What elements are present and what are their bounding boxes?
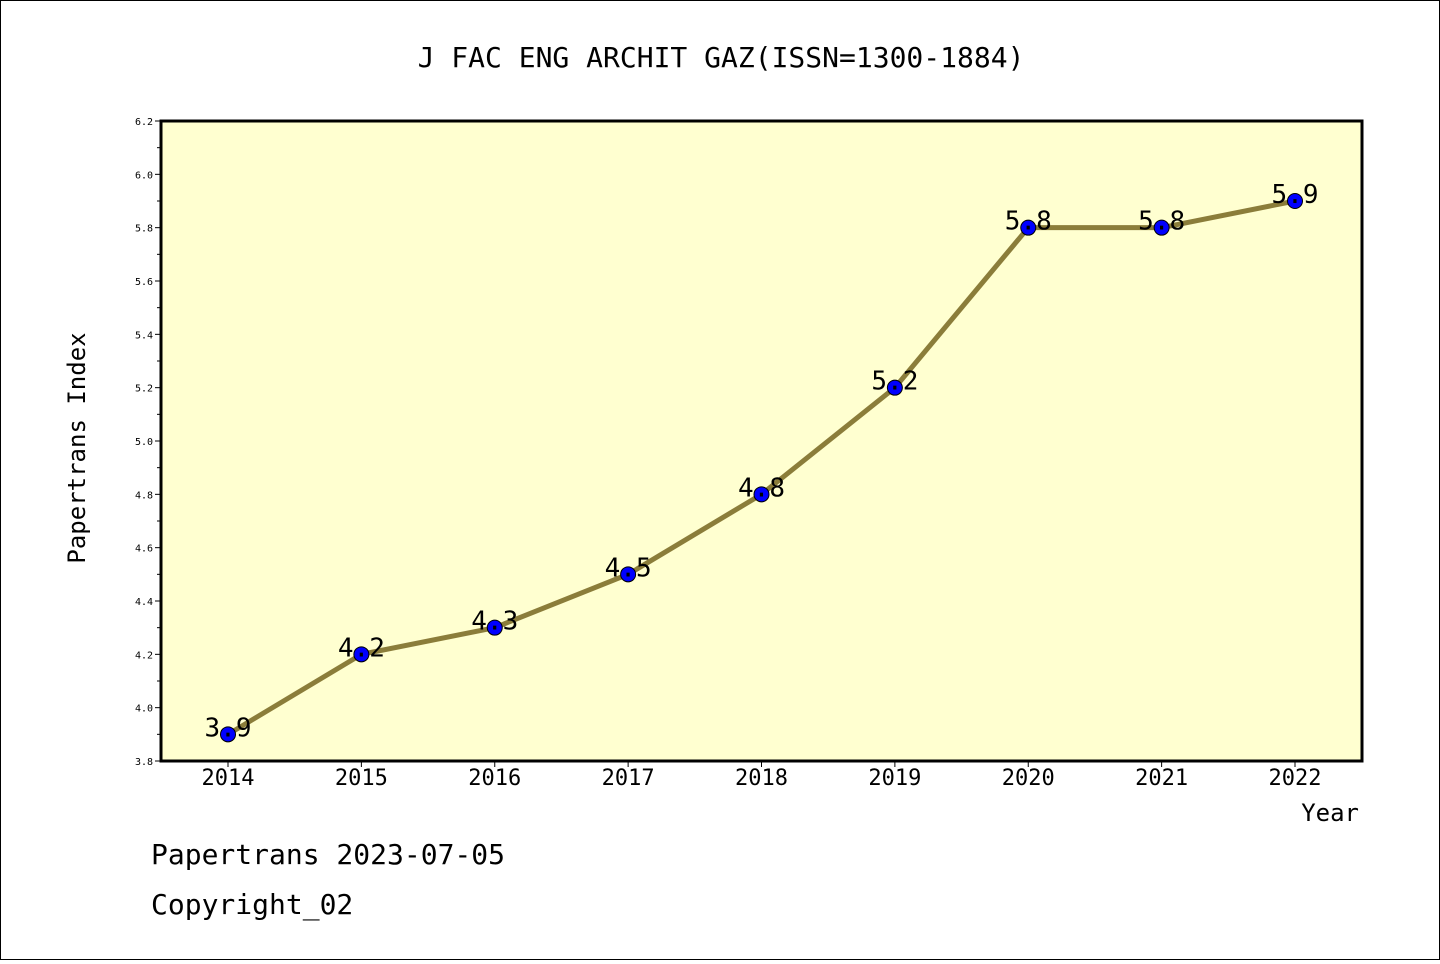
data-label-7: 5.8 (1138, 207, 1185, 237)
y-tick-label-0: 3.8 (135, 757, 153, 768)
y-tick-label-12: 6.2 (135, 117, 153, 128)
data-point-0 (220, 726, 236, 743)
data-label-3: 4.5 (605, 553, 652, 583)
data-label-8: 5.9 (1272, 180, 1319, 210)
x-tick-label-7: 2021 (1135, 766, 1188, 791)
data-point-5 (886, 379, 903, 396)
y-tick-label-7: 5.2 (135, 384, 153, 395)
x-tick-label-5: 2019 (868, 766, 921, 791)
footer-date: Papertrans 2023-07-05 (151, 838, 505, 871)
x-tick-label-4: 2018 (735, 766, 788, 791)
footer-copyright: Copyright_02 (151, 888, 353, 922)
y-axis-title: Papertrans Index (63, 332, 91, 563)
data-label-6: 5.8 (1005, 207, 1052, 237)
data-label-1: 4.2 (338, 633, 385, 663)
x-tick-label-8: 2022 (1269, 766, 1322, 791)
x-tick-label-0: 2014 (202, 766, 255, 791)
x-axis-title: Year (1301, 799, 1359, 827)
data-point-8 (1287, 193, 1303, 209)
data-point-2 (486, 619, 503, 636)
data-label-2: 4.3 (471, 607, 518, 637)
series-group: 3.9 4.2 4.3 4.5 4.8 5.2 5.8 5.8 5.9 (205, 180, 1319, 743)
data-label-5: 5.2 (871, 367, 918, 397)
chart-title: J FAC ENG ARCHIT GAZ(ISSN=1300-1884) (418, 41, 1025, 74)
data-point-4 (753, 486, 770, 503)
data-point-1 (353, 646, 370, 663)
y-tick-label-9: 5.6 (135, 277, 153, 288)
y-tick-label-2: 4.2 (135, 650, 153, 661)
y-tick-label-11: 6.0 (135, 170, 153, 181)
y-tick-label-10: 5.8 (135, 224, 153, 235)
data-label-0: 3.9 (205, 713, 252, 743)
y-axis: 3.8 4.0 4.2 4.4 4.6 4.8 5.0 5.2 5.4 5.6 5.8 6.0 6.2 (135, 117, 161, 768)
y-tick-label-3: 4.4 (135, 597, 153, 608)
y-tick-label-8: 5.4 (135, 330, 153, 341)
x-tick-label-3: 2017 (602, 766, 655, 791)
x-axis: 2014 2015 2016 2017 2018 2019 2020 2021 2022 (202, 761, 1322, 791)
y-tick-label-4: 4.6 (135, 544, 153, 555)
x-tick-label-1: 2015 (335, 766, 388, 791)
data-label-4: 4.8 (738, 473, 785, 503)
data-point-3 (620, 566, 637, 583)
y-tick-label-5: 4.8 (135, 490, 153, 501)
y-tick-label-1: 4.0 (135, 704, 153, 715)
data-point-7 (1153, 219, 1170, 236)
y-tick-label-6: 5.0 (135, 437, 153, 448)
data-point-6 (1020, 219, 1037, 236)
x-tick-label-6: 2020 (1002, 766, 1055, 791)
x-tick-label-2: 2016 (468, 766, 521, 791)
